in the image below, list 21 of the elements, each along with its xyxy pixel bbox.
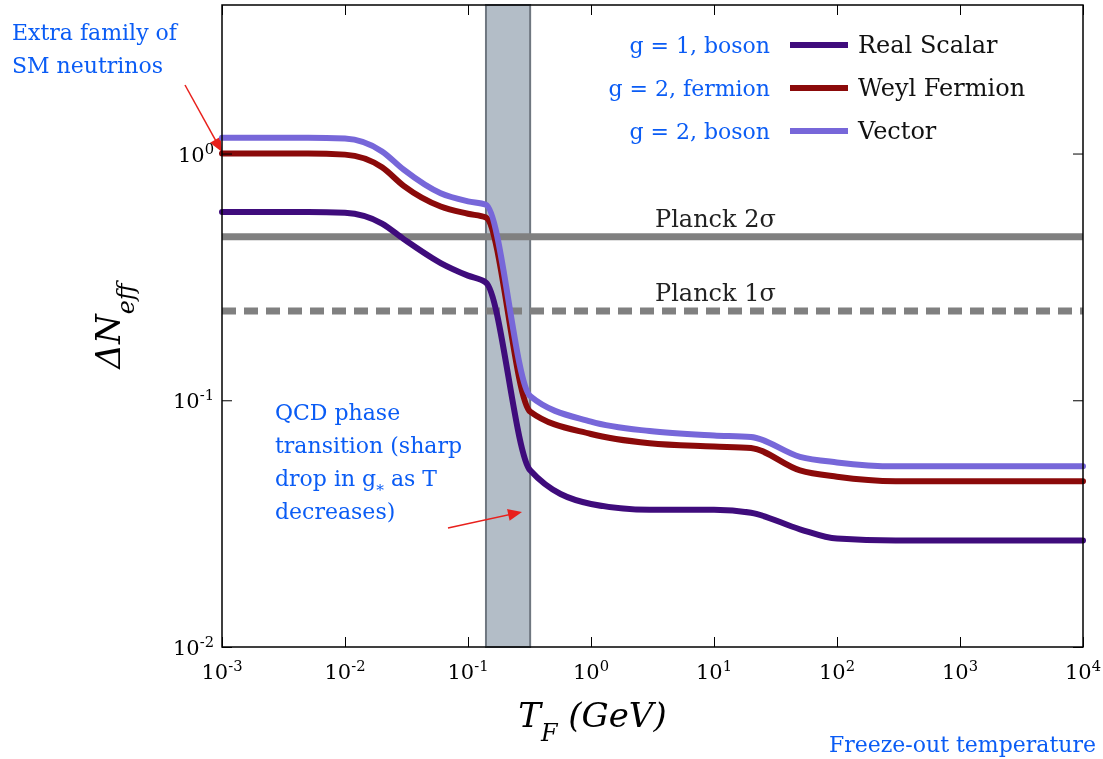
y-tick-label: 10$^{0}$ — [177, 139, 214, 167]
text: Freeze-out temperature — [828, 732, 1096, 757]
text: Extra family of SM neutrinos — [12, 20, 179, 78]
x-tick-label: 10$^{1}$ — [695, 656, 733, 684]
x-tick-label: 10$^{2}$ — [818, 656, 856, 684]
y-tick-label: 10$^{-1}$ — [172, 385, 214, 414]
x-tick-label: 10$^{0}$ — [572, 656, 610, 684]
ref-line-label: Planck 2σ — [655, 204, 776, 233]
ref-line-label: Planck 1σ — [655, 279, 776, 308]
annotation: g = 2, boson — [629, 119, 770, 144]
annotation: g = 2, fermion — [608, 76, 770, 101]
legend-label: Weyl Fermion — [858, 74, 1026, 102]
x-tick-label: 10$^{-1}$ — [447, 656, 489, 684]
x-axis-title: T$_{F}$ (GeV) — [518, 695, 667, 747]
x-tick-label: 10$^{3}$ — [941, 656, 979, 684]
annotation: g = 1, boson — [629, 33, 770, 58]
x-tick-label: 10$^{-2}$ — [324, 656, 366, 684]
x-tick-label: 10$^{4}$ — [1064, 656, 1102, 684]
annotation: QCD phase transition (sharp drop in g$_{*}$ as T decreases) — [275, 400, 463, 524]
legend-label: Vector — [857, 117, 937, 145]
legend-label: Real Scalar — [858, 31, 999, 59]
